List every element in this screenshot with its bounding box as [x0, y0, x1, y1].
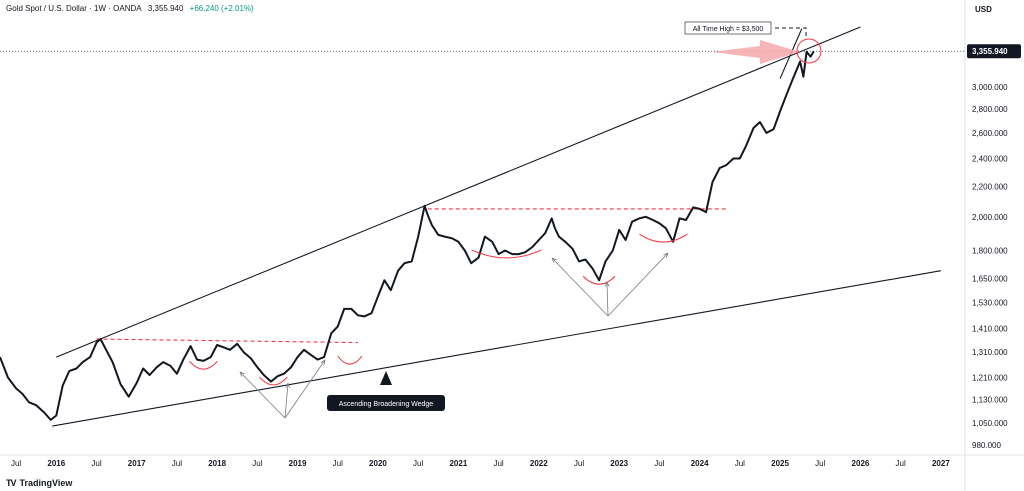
ath-label-box [684, 21, 772, 35]
x-tick-label: Jul [735, 459, 745, 468]
tradingview-logo-icon: TV [6, 478, 16, 488]
y-tick-label: 1,050.000 [972, 419, 1008, 428]
ath-connector [775, 27, 807, 36]
x-tick-label: Jul [333, 459, 343, 468]
x-tick-label: 2016 [47, 459, 65, 468]
x-tick-label: 2019 [289, 459, 307, 468]
chart-header: Gold Spot / U.S. Dollar · 1W · OANDA 3,3… [6, 4, 258, 13]
annotation-arrow-head [663, 252, 669, 258]
x-tick-label: Jul [252, 459, 262, 468]
annotation-arrow-head [239, 371, 245, 377]
wedge-lower-line [52, 270, 941, 427]
x-tick-label: 2023 [610, 459, 628, 468]
x-tick-label: Jul [493, 459, 503, 468]
support-arc [582, 275, 616, 285]
tradingview-brand[interactable]: TV TradingView [6, 478, 72, 488]
x-tick-label: Jul [413, 459, 423, 468]
y-tick-label: 980.000 [972, 441, 1001, 450]
annotation-arrow-head [551, 257, 557, 263]
x-tick-label: 2017 [128, 459, 146, 468]
annotation-arrow-head [604, 281, 610, 287]
price-change: +66.240 (+2.01%) [189, 4, 254, 13]
y-tick-label: 2,800.000 [972, 105, 1008, 114]
x-tick-label: Jul [815, 459, 825, 468]
x-tick-label: 2018 [208, 459, 226, 468]
support-arc [471, 249, 542, 259]
x-tick-label: 2027 [932, 459, 950, 468]
annotation-arrow [606, 281, 609, 317]
wedge-label-pointer [380, 371, 392, 385]
currency-label: USD [975, 5, 992, 14]
annotation-arrow [284, 359, 326, 419]
wedge-label: Ascending Broadening Wedge [339, 401, 434, 408]
annotation-arrow [607, 252, 669, 317]
annotation-arrow [284, 382, 289, 419]
price-line [0, 50, 815, 421]
y-tick-label: 2,000.000 [972, 213, 1008, 222]
y-tick-label: 2,200.000 [972, 182, 1008, 191]
support-arc [639, 233, 688, 243]
y-tick-label: 1,310.000 [972, 348, 1008, 357]
x-tick-label: Jul [574, 459, 584, 468]
annotation-arrow-head [320, 359, 326, 365]
support-arc [189, 360, 218, 370]
support-arc [337, 355, 363, 365]
last-price-tag [967, 44, 1021, 59]
support-arc [259, 376, 288, 386]
annotation-arrow [239, 371, 286, 419]
last-price-tag-label: 3,355.940 [972, 47, 1008, 56]
x-tick-label: 2024 [691, 459, 709, 468]
y-tick-label: 1,650.000 [972, 274, 1008, 283]
x-tick-label: 2022 [530, 459, 548, 468]
y-tick-label: 2,400.000 [972, 154, 1008, 163]
x-tick-label: Jul [11, 459, 21, 468]
y-tick-label: 1,530.000 [972, 299, 1008, 308]
wedge-upper-line [56, 26, 861, 358]
ath-label: All Time High = $3,500 [693, 26, 764, 33]
y-tick-label: 1,410.000 [972, 325, 1008, 334]
x-tick-label: 2021 [449, 459, 467, 468]
x-tick-label: Jul [896, 459, 906, 468]
x-tick-label: 2025 [771, 459, 789, 468]
annotation-arrow [551, 257, 609, 317]
annotation-arrow-head [285, 382, 290, 388]
x-tick-label: 2020 [369, 459, 387, 468]
y-tick-label: 1,800.000 [972, 247, 1008, 256]
x-tick-label: Jul [172, 459, 182, 468]
x-tick-label: Jul [654, 459, 664, 468]
y-tick-label: 2,600.000 [972, 129, 1008, 138]
x-tick-label: Jul [91, 459, 101, 468]
resistance-2016-line [96, 338, 358, 344]
x-tick-label: 2026 [852, 459, 870, 468]
ath-circle [796, 38, 822, 64]
last-price: 3,355.940 [147, 4, 184, 13]
wedge-label-box [327, 395, 445, 411]
y-tick-label: 1,210.000 [972, 374, 1008, 383]
brand-name: TradingView [19, 478, 73, 488]
y-tick-label: 1,130.000 [972, 395, 1008, 404]
target-arrow-icon [712, 40, 800, 64]
symbol-title: Gold Spot / U.S. Dollar · 1W · OANDA [6, 4, 142, 13]
y-tick-label: 3,000.000 [972, 83, 1008, 92]
